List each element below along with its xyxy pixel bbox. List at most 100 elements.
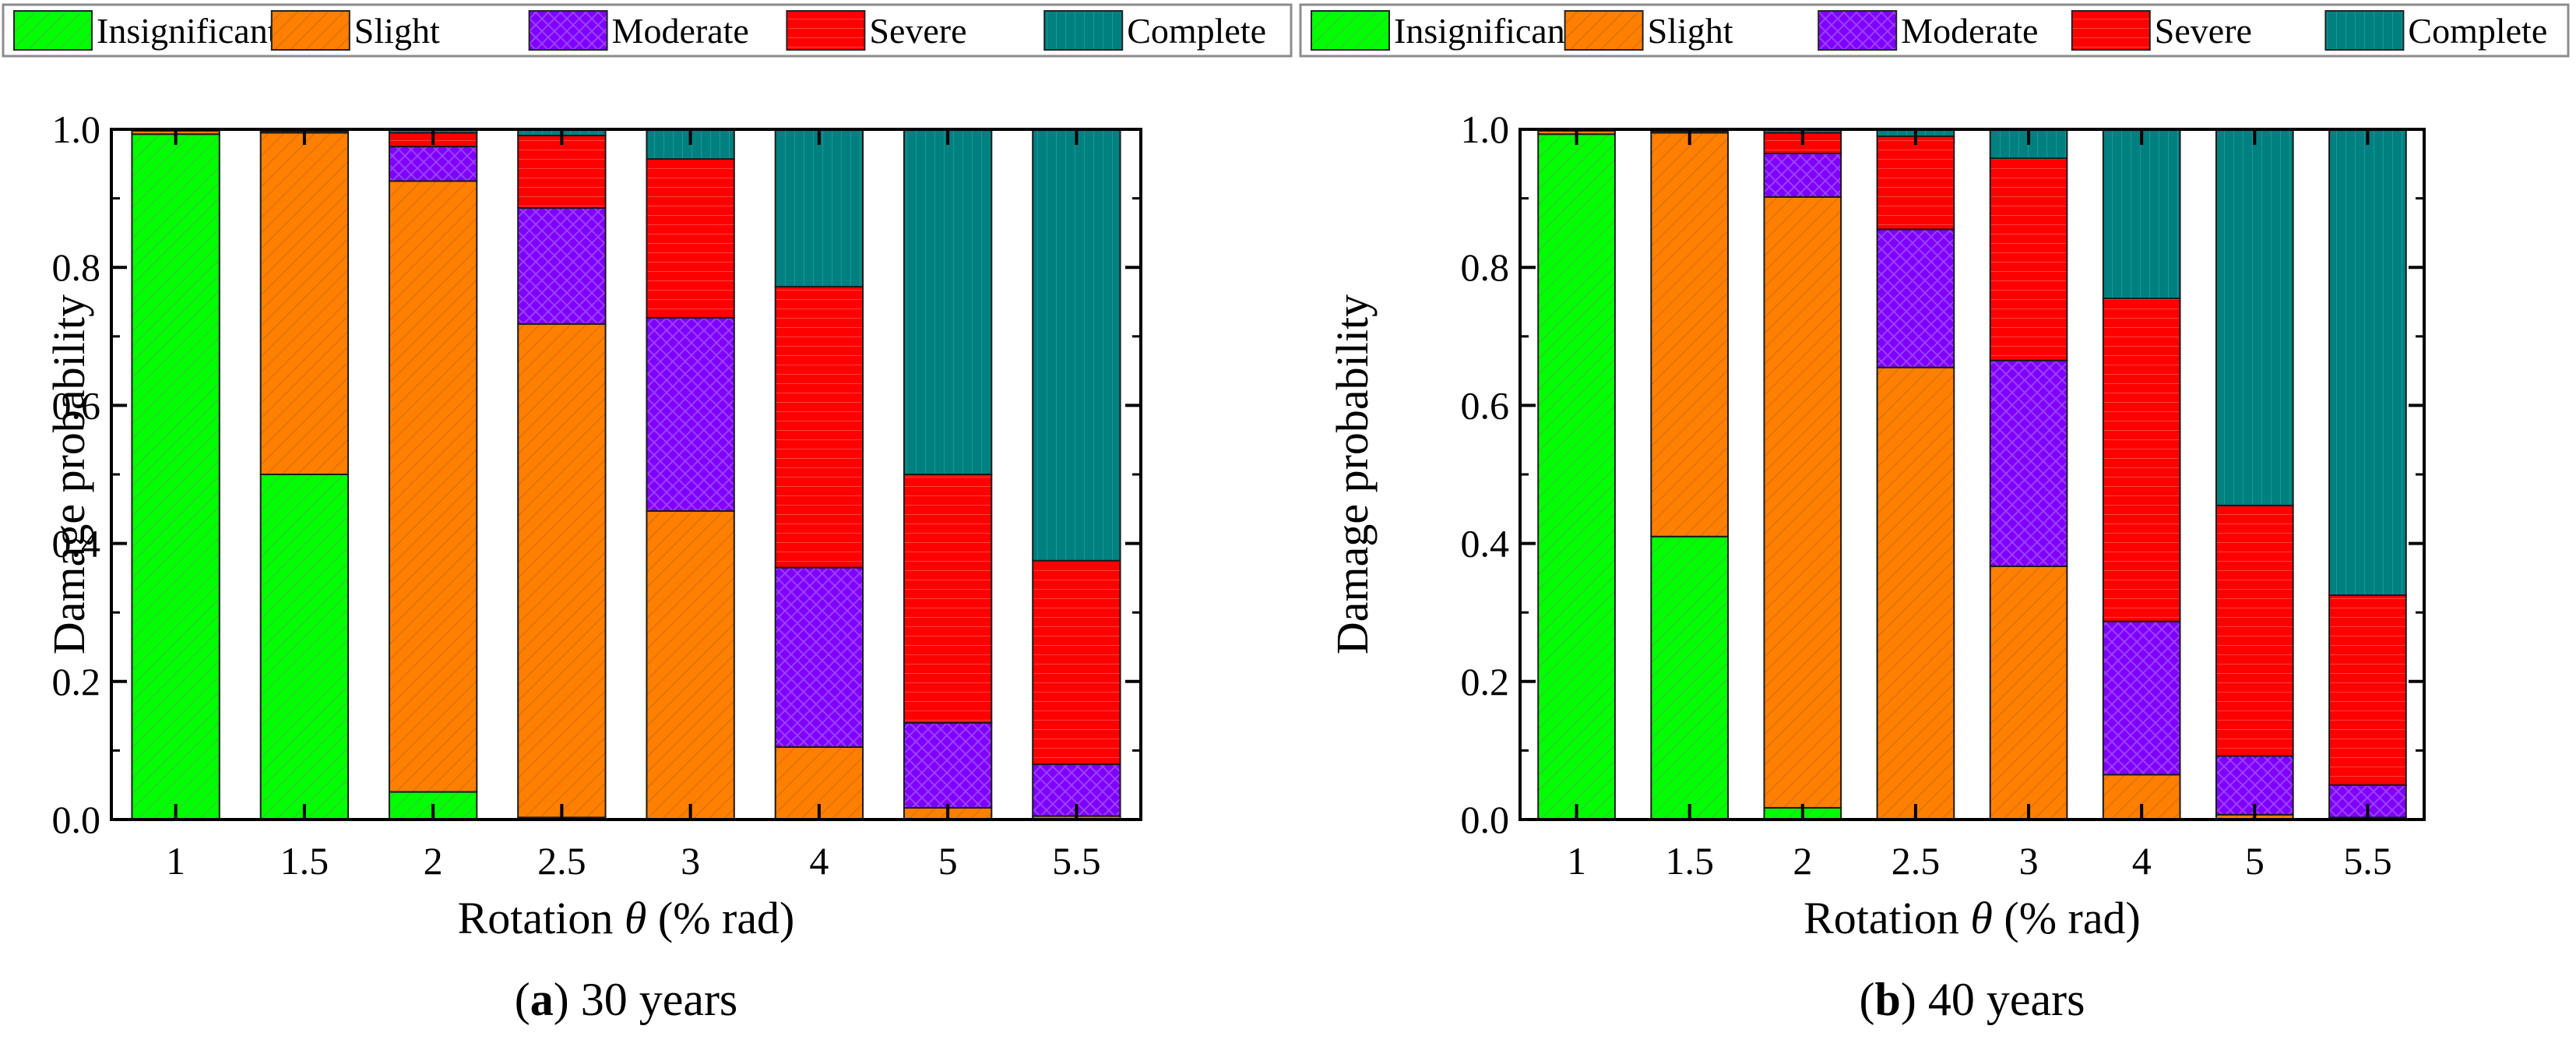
legend-swatch-moderate [528,10,608,51]
bar-complete-4 [2102,129,2181,300]
x-tick-label: 4 [2132,839,2152,883]
x-tick-label: 5.5 [2343,839,2392,883]
legend-label-insignificant: Insignificant [97,11,278,51]
x-tick-label: 2 [424,839,443,883]
x-tick-label: 5 [2245,839,2265,883]
y-axis-title: Damage probability [1327,294,1378,654]
y-tick-label: 0.6 [52,383,101,427]
caption-paren-close: ) [554,974,581,1025]
legend-label-moderate: Moderate [1901,11,2038,51]
x-tick-label: 2.5 [537,839,586,883]
panel-a-30-years: Insignificant Slight Moderate Severe Complet… [2,3,1293,1025]
panel-caption: (a) 30 years [515,974,738,1025]
x-axis-title: Rotation θ (% rad) [1804,893,2141,943]
x-tick-label: 1.5 [280,839,329,883]
x-tick-label: 3 [2019,839,2039,883]
legend-swatch-insignificant [13,10,93,51]
bar-insignificant-1-5 [1650,535,1730,820]
x-axis-title-suffix: (% rad) [646,893,794,943]
legend-swatch-insignificant [1311,10,1390,51]
bar-insignificant-1 [131,133,220,820]
bar-severe-2-5 [517,134,607,210]
y-axis: 0.0 0.2 0.4 0.6 0.8 1.0 [1461,108,2424,841]
legend-swatch-complete [2324,10,2405,51]
x-axis: 1 1.5 2 2.5 3 4 5 5.5 [166,129,1101,883]
bar-slight-3 [1989,565,2068,820]
bar-severe-5 [903,474,993,724]
bar-complete-5-5 [1032,129,1121,562]
bar-insignificant-1-5 [259,474,350,820]
x-tick-label: 1.5 [1665,839,1714,883]
legend-swatch-severe [786,10,866,51]
bar-slight-1-5 [1650,132,1730,538]
panel-b-40-years: Insignificant Slight Moderate Severe Complet… [1299,3,2570,1025]
legend-label-slight: Slight [1648,11,1733,51]
bar-severe-5 [2215,504,2294,757]
bar-severe-2-5 [1876,135,1955,231]
legend-swatch-slight [270,10,350,51]
y-tick-label: 0.2 [1461,660,1510,703]
bar-severe-5-5 [2328,594,2407,786]
x-axis-title: Rotation θ (% rad) [458,893,795,943]
bar-moderate-2-5 [1876,228,1955,368]
legend: Insignificant Slight Moderate Severe Complet… [2,3,1293,58]
bar-moderate-4 [2102,620,2181,776]
bar-moderate-3 [646,316,735,512]
y-tick-label: 0.4 [52,522,101,566]
caption-text: 30 years [581,974,738,1025]
caption-panel-label: b [1875,974,1901,1025]
bar-slight-2 [1763,196,1842,809]
bars [1537,129,2407,821]
x-tick-label: 4 [809,839,829,883]
x-axis-title-prefix: Rotation [1804,893,1970,943]
bar-slight-2 [388,180,478,793]
bar-severe-4 [2102,298,2181,622]
caption-paren-open: ( [515,974,530,1025]
legend-label-insignificant: Insignificant [1394,11,1575,51]
bar-slight-2-5 [1876,366,1955,821]
legend-swatch-severe [2071,10,2151,51]
bar-moderate-3 [1989,359,2068,567]
legend-label-complete: Complete [2408,11,2547,51]
legend-swatch-complete [1043,10,1124,51]
bar-moderate-2 [388,146,478,182]
x-tick-label: 5 [938,839,958,883]
bar-complete-4 [774,129,864,288]
legend-swatch-moderate [1818,10,1898,51]
y-tick-label: 0.6 [1461,383,1510,427]
y-axis: 0.0 0.2 0.4 0.6 0.8 1.0 [52,108,1141,841]
x-axis-title-prefix: Rotation [458,893,625,943]
legend-label-moderate: Moderate [612,11,749,51]
y-tick-label: 0.2 [52,660,101,703]
y-tick-label: 0.0 [52,798,101,841]
y-tick-label: 0.4 [1461,522,1510,566]
legend: Insignificant Slight Moderate Severe Complet… [1299,3,2570,58]
y-tick-label: 1.0 [52,108,101,151]
y-tick-label: 1.0 [1461,108,1510,151]
bars [131,129,1121,821]
bar-moderate-2 [1763,153,1842,198]
x-tick-label: 1 [1567,839,1586,883]
y-axis-title: Damage probability [44,294,94,654]
legend-label-slight: Slight [354,11,440,51]
bar-moderate-4 [774,566,864,748]
legend-label-severe: Severe [2155,11,2252,51]
bar-insignificant-1 [1537,133,1616,820]
x-axis-title-symbol: θ [625,893,647,943]
caption-paren-open: ( [1860,974,1875,1025]
x-tick-label: 1 [166,839,185,883]
y-tick-label: 0.0 [1461,798,1510,841]
bar-severe-5-5 [1032,559,1121,766]
x-tick-label: 2 [1793,839,1812,883]
caption-panel-label: a [530,974,554,1025]
bar-complete-5 [903,129,993,475]
x-tick-label: 5.5 [1052,839,1101,883]
legend-swatch-slight [1564,10,1644,51]
bar-slight-1-5 [259,132,350,475]
legend-label-complete: Complete [1127,11,1266,51]
bar-severe-3 [1989,157,2068,361]
x-axis-title-symbol: θ [1970,893,1993,943]
x-tick-label: 2.5 [1892,839,1941,883]
bar-severe-3 [646,158,735,319]
